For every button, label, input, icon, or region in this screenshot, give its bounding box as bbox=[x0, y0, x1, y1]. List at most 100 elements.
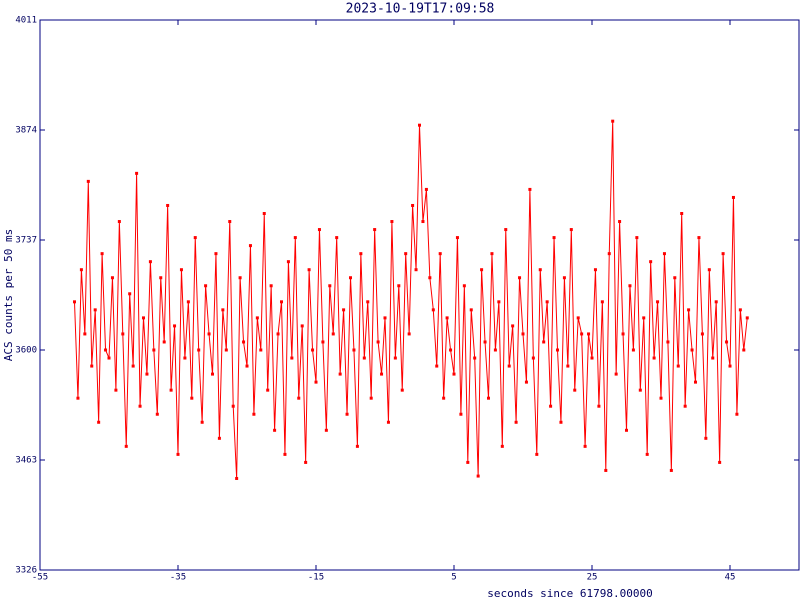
point-marker bbox=[349, 276, 352, 280]
point-marker bbox=[659, 396, 663, 400]
point-marker bbox=[690, 348, 694, 352]
point-marker bbox=[452, 372, 456, 376]
y-axis-label: ACS counts per 50 ms bbox=[2, 229, 15, 361]
point-marker bbox=[169, 388, 173, 392]
y-tick-label: 3600 bbox=[15, 346, 37, 356]
point-marker bbox=[687, 308, 691, 312]
point-marker bbox=[311, 348, 315, 352]
point-marker bbox=[328, 284, 332, 288]
point-marker bbox=[97, 420, 101, 424]
y-tick-label: 3463 bbox=[15, 456, 37, 466]
point-marker bbox=[397, 284, 401, 288]
point-marker bbox=[473, 356, 477, 360]
point-marker bbox=[421, 220, 425, 224]
point-marker bbox=[707, 268, 711, 272]
point-marker bbox=[76, 396, 80, 400]
point-marker bbox=[152, 348, 156, 352]
point-marker bbox=[528, 187, 532, 191]
point-marker bbox=[414, 268, 418, 272]
point-marker bbox=[179, 268, 183, 272]
data-line bbox=[74, 121, 748, 479]
point-marker bbox=[345, 412, 349, 416]
point-marker bbox=[607, 252, 611, 256]
point-marker bbox=[307, 268, 311, 272]
point-marker bbox=[411, 203, 415, 207]
point-marker bbox=[390, 220, 394, 224]
point-marker bbox=[742, 348, 746, 352]
point-marker bbox=[694, 380, 697, 384]
point-marker bbox=[138, 404, 142, 408]
point-marker bbox=[259, 348, 263, 352]
y-tick-label: 3326 bbox=[15, 566, 37, 576]
point-marker bbox=[683, 404, 687, 408]
point-marker bbox=[242, 340, 246, 344]
point-marker bbox=[483, 340, 487, 344]
point-marker bbox=[569, 228, 573, 232]
point-marker bbox=[300, 324, 304, 328]
point-marker bbox=[511, 324, 515, 328]
point-marker bbox=[280, 300, 283, 304]
point-marker bbox=[276, 332, 280, 336]
point-marker bbox=[583, 444, 587, 448]
point-marker bbox=[290, 356, 294, 360]
point-marker bbox=[335, 236, 339, 240]
point-marker bbox=[418, 123, 421, 127]
point-marker bbox=[386, 420, 390, 424]
point-marker bbox=[324, 428, 328, 432]
point-marker bbox=[697, 236, 701, 240]
point-marker bbox=[238, 276, 242, 280]
point-marker bbox=[556, 348, 559, 352]
point-marker bbox=[380, 372, 384, 376]
x-tick-label: -55 bbox=[32, 573, 48, 583]
point-marker bbox=[155, 412, 159, 416]
point-marker bbox=[487, 396, 490, 400]
point-marker bbox=[500, 444, 504, 448]
point-marker bbox=[269, 284, 273, 288]
point-marker bbox=[338, 372, 342, 376]
point-marker bbox=[383, 316, 387, 320]
point-marker bbox=[649, 260, 653, 264]
plot-frame bbox=[39, 19, 800, 571]
point-marker bbox=[286, 260, 290, 264]
point-marker bbox=[231, 404, 235, 408]
point-marker bbox=[273, 428, 277, 432]
point-marker bbox=[545, 300, 549, 304]
point-marker bbox=[718, 460, 722, 464]
point-marker bbox=[235, 476, 239, 480]
point-marker bbox=[366, 300, 370, 304]
point-marker bbox=[331, 332, 335, 336]
point-marker bbox=[262, 212, 266, 216]
point-marker bbox=[524, 380, 528, 384]
point-marker bbox=[493, 348, 497, 352]
point-marker bbox=[638, 388, 642, 392]
point-marker bbox=[666, 340, 670, 344]
point-marker bbox=[142, 316, 145, 320]
x-axis-label: seconds since 61798.00000 bbox=[487, 587, 653, 600]
point-marker bbox=[438, 252, 442, 256]
point-marker bbox=[114, 388, 118, 392]
point-marker bbox=[131, 364, 135, 368]
point-marker bbox=[590, 356, 594, 360]
point-marker bbox=[314, 380, 318, 384]
point-marker bbox=[186, 300, 190, 304]
point-marker bbox=[642, 316, 646, 320]
point-marker bbox=[593, 268, 597, 272]
point-marker bbox=[521, 332, 525, 336]
point-marker bbox=[107, 356, 111, 360]
point-marker bbox=[293, 236, 297, 240]
point-marker bbox=[79, 268, 83, 272]
point-marker bbox=[587, 332, 591, 336]
point-marker bbox=[538, 268, 542, 272]
point-marker bbox=[321, 340, 325, 344]
point-marker bbox=[652, 356, 656, 360]
point-marker bbox=[462, 284, 466, 288]
point-marker bbox=[435, 364, 439, 368]
point-marker bbox=[442, 396, 446, 400]
point-marker bbox=[283, 452, 287, 456]
point-marker bbox=[735, 412, 739, 416]
point-marker bbox=[449, 348, 453, 352]
point-marker bbox=[445, 316, 449, 320]
point-marker bbox=[86, 179, 90, 183]
point-marker bbox=[117, 220, 121, 224]
point-marker bbox=[604, 468, 608, 472]
